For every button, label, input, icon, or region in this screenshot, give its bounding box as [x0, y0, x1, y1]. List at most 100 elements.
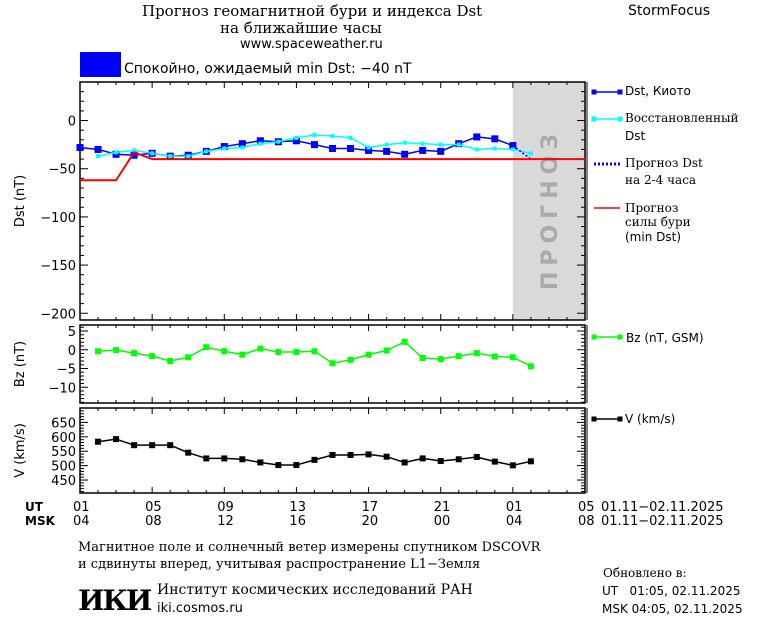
y-axis-label: Bz (nT) [13, 341, 28, 387]
ut-dates: 01.11−02.11.2025 [601, 500, 724, 515]
data-point [383, 347, 390, 354]
y-axis-label: V (km/s) [13, 423, 28, 478]
data-point [311, 456, 318, 463]
ut-tick-label: 05 [145, 500, 162, 515]
data-point [149, 442, 156, 449]
updated-msk: MSK 04:05, 02.11.2025 [602, 602, 743, 616]
ut-label: UT [25, 500, 43, 514]
data-point [383, 147, 391, 155]
legend-forecast-1: Прогноз Dst [625, 156, 703, 170]
legend-storm-2: силы бури [625, 215, 691, 229]
legend-swatch-marker [617, 89, 623, 95]
site-link[interactable]: www.spaceweather.ru [240, 37, 383, 52]
data-point [347, 144, 355, 152]
data-point [419, 355, 426, 361]
data-point [275, 349, 282, 355]
data-point [473, 350, 480, 357]
data-point [239, 351, 246, 358]
y-tick-label: 450 [51, 474, 76, 489]
data-point [131, 350, 138, 357]
legend-restored-2: Dst [625, 129, 646, 143]
title-line1: Прогноз геомагнитной бури и индекса Dst [142, 2, 483, 20]
data-point [528, 151, 533, 156]
data-point [76, 144, 84, 152]
ut-tick-label: 17 [361, 500, 379, 515]
y-axis-label: Dst (nT) [13, 175, 28, 227]
legend-swatch-marker [591, 116, 597, 122]
data-point [275, 462, 282, 469]
data-point [383, 453, 390, 460]
data-point [257, 459, 264, 466]
msk-tick-label: 16 [289, 514, 306, 529]
data-point [113, 436, 120, 443]
data-point [366, 145, 371, 150]
data-point [474, 147, 479, 152]
forecast-region-label: ПРОГНОЗ [538, 128, 563, 290]
ut-tick-label: 01 [505, 500, 523, 515]
legend-bz: Bz (nT, GSM) [626, 331, 704, 345]
data-point [95, 438, 102, 445]
ut-tick-label: 21 [433, 500, 451, 515]
data-point [95, 348, 102, 355]
title-line2: на ближайшие часы [220, 19, 382, 37]
data-point [94, 145, 102, 153]
data-point [455, 353, 462, 360]
panel-1: 5 0 −5 −10 Bz (nT) [13, 324, 623, 404]
legend-storm-1: Прогноз [625, 201, 679, 215]
data-point [473, 453, 480, 460]
data-point [402, 140, 407, 145]
footer-note-line1: Магнитное поле и солнечный ветер измерен… [78, 540, 541, 555]
data-point [491, 458, 498, 465]
data-point [203, 455, 210, 462]
data-point [510, 147, 515, 152]
ut-tick-label: 09 [217, 500, 234, 515]
y-tick-label: 550 [51, 445, 76, 460]
plot-frame [79, 324, 586, 404]
legend-v: V (km/s) [625, 412, 676, 426]
data-point [329, 144, 336, 152]
legend-storm-3: (min Dst) [625, 230, 682, 244]
data-point [204, 149, 209, 154]
y-tick-label: 650 [51, 416, 76, 431]
updated-ut: UT 01:05, 02.11.2025 [602, 584, 741, 598]
data-point [276, 139, 281, 144]
msk-tick-label: 20 [361, 514, 379, 529]
data-point [221, 348, 228, 355]
data-point [185, 449, 192, 456]
institute-url[interactable]: iki.cosmos.ru [157, 601, 243, 616]
data-point [509, 462, 516, 469]
data-point [96, 154, 101, 159]
data-point [240, 145, 245, 150]
data-point [168, 154, 173, 159]
data-point [401, 338, 408, 345]
data-point [491, 135, 499, 143]
data-point [456, 142, 461, 147]
data-point [347, 451, 354, 458]
data-point [455, 456, 462, 463]
data-point [438, 142, 443, 147]
msk-label: MSK [25, 514, 55, 528]
data-point [293, 462, 300, 469]
data-point [401, 150, 409, 158]
y-tick-label: 0 [68, 115, 76, 130]
brand-name: StormFocus [628, 3, 711, 19]
data-point [167, 442, 174, 449]
data-point [384, 142, 389, 147]
data-point [257, 345, 264, 352]
data-point [114, 150, 119, 155]
data-point [419, 455, 426, 462]
data-point [113, 347, 120, 354]
y-tick-label: 5 [68, 325, 76, 340]
plot-frame [79, 407, 586, 494]
data-point [365, 146, 373, 154]
status-text: Спокойно, ожидаемый min Dst: −40 nT [124, 61, 412, 77]
data-point [238, 140, 246, 148]
iki-logo: ИКИ [78, 584, 152, 617]
legend-swatch-marker [617, 416, 623, 422]
data-point [294, 135, 299, 140]
data-point [310, 141, 318, 149]
data-point [293, 349, 300, 355]
updated-label: Обновлено в: [603, 566, 687, 580]
msk-tick-label: 04 [73, 514, 90, 529]
status-color-box [80, 52, 121, 77]
